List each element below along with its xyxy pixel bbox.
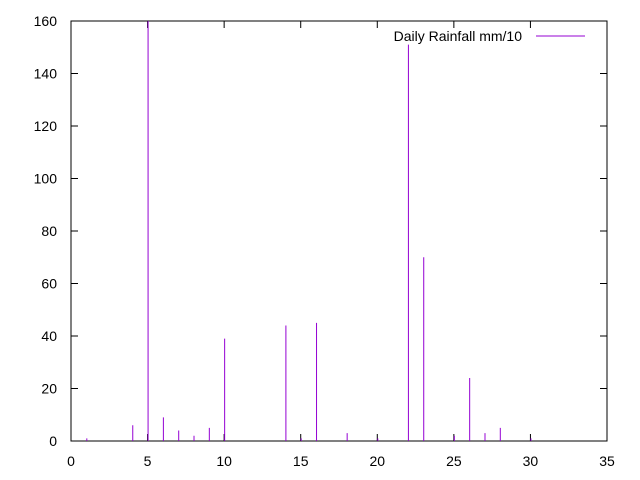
y-tick-label: 80 [41, 223, 57, 239]
legend-label: Daily Rainfall mm/10 [394, 28, 523, 44]
y-tick-label: 100 [34, 171, 58, 187]
axis-ticks: 0 20 40 60 80 100 120 140 160 0 5 10 15 20 25 30 35 [34, 13, 615, 469]
x-tick-label: 35 [599, 453, 615, 469]
y-tick-label: 0 [49, 433, 57, 449]
plot-border [70, 20, 608, 442]
legend: Daily Rainfall mm/10 [394, 28, 585, 44]
y-tick-label: 40 [41, 328, 57, 344]
x-tick-label: 5 [144, 453, 152, 469]
x-tick-label: 15 [293, 453, 309, 469]
y-tick-label: 140 [34, 66, 58, 82]
x-tick-label: 20 [369, 453, 385, 469]
y-tick-label: 60 [41, 276, 57, 292]
bar-series [86, 21, 532, 441]
x-tick-label: 30 [523, 453, 539, 469]
x-tick-label: 25 [446, 453, 462, 469]
y-tick-label: 20 [41, 381, 57, 397]
y-tick-label: 160 [34, 13, 58, 29]
x-tick-label: 10 [216, 453, 232, 469]
x-tick-label: 0 [67, 453, 75, 469]
y-tick-label: 120 [34, 118, 58, 134]
